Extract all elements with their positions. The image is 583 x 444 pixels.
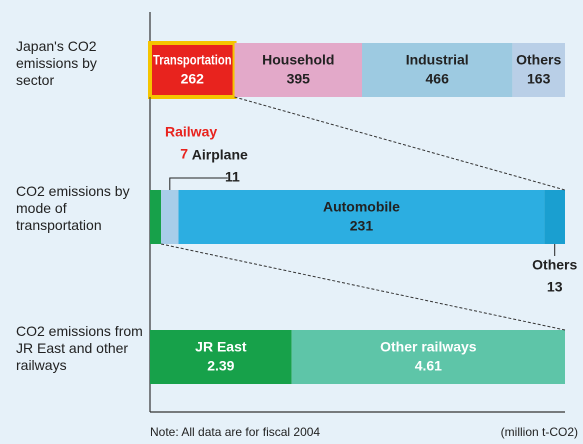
segment-label: Industrial (406, 52, 469, 68)
segment-label: Transportation (153, 52, 232, 68)
segment-value: 466 (426, 71, 450, 87)
unit: (million t-CO2) (501, 425, 578, 439)
segment-value: 262 (181, 71, 205, 87)
segment-value: 395 (287, 71, 311, 87)
bar-segment (150, 330, 292, 384)
bar-segment (362, 43, 513, 97)
segment-value: 7 (180, 146, 188, 162)
zoom-line (234, 96, 566, 191)
segment-label: Automobile (323, 199, 400, 215)
segment-label: Others (516, 52, 561, 68)
segment-label: Railway (165, 124, 217, 140)
bar-segment (150, 190, 162, 244)
segment-label: Other railways (380, 339, 477, 355)
segment-value: 13 (547, 279, 563, 295)
bar-segment (234, 43, 363, 97)
segment-value: 231 (350, 218, 374, 234)
bar-segment (544, 190, 565, 244)
bar-segment (178, 190, 545, 244)
bar-segment (291, 330, 565, 384)
row-label: CO2 emissions from JR East and other rai… (16, 323, 143, 373)
row-label: CO2 emissions by mode of transportation (16, 183, 130, 233)
segment-label: Household (262, 52, 334, 68)
bar-segment (161, 190, 179, 244)
bar-segment (512, 43, 565, 97)
segment-label: JR East (195, 339, 247, 355)
note: Note: All data are for fiscal 2004 (150, 425, 320, 439)
segment-value: 11 (225, 169, 240, 185)
segment-label: Others (532, 257, 577, 273)
row-label: Japan's CO2 emissions by sector (16, 38, 97, 88)
segment-value: 163 (527, 71, 551, 87)
zoom-line (160, 243, 566, 331)
leader-line (169, 177, 228, 190)
segment-label: Airplane (192, 147, 248, 163)
bar-segment (148, 41, 237, 99)
segment-value: 2.39 (207, 358, 234, 374)
segment-value: 4.61 (415, 358, 442, 374)
